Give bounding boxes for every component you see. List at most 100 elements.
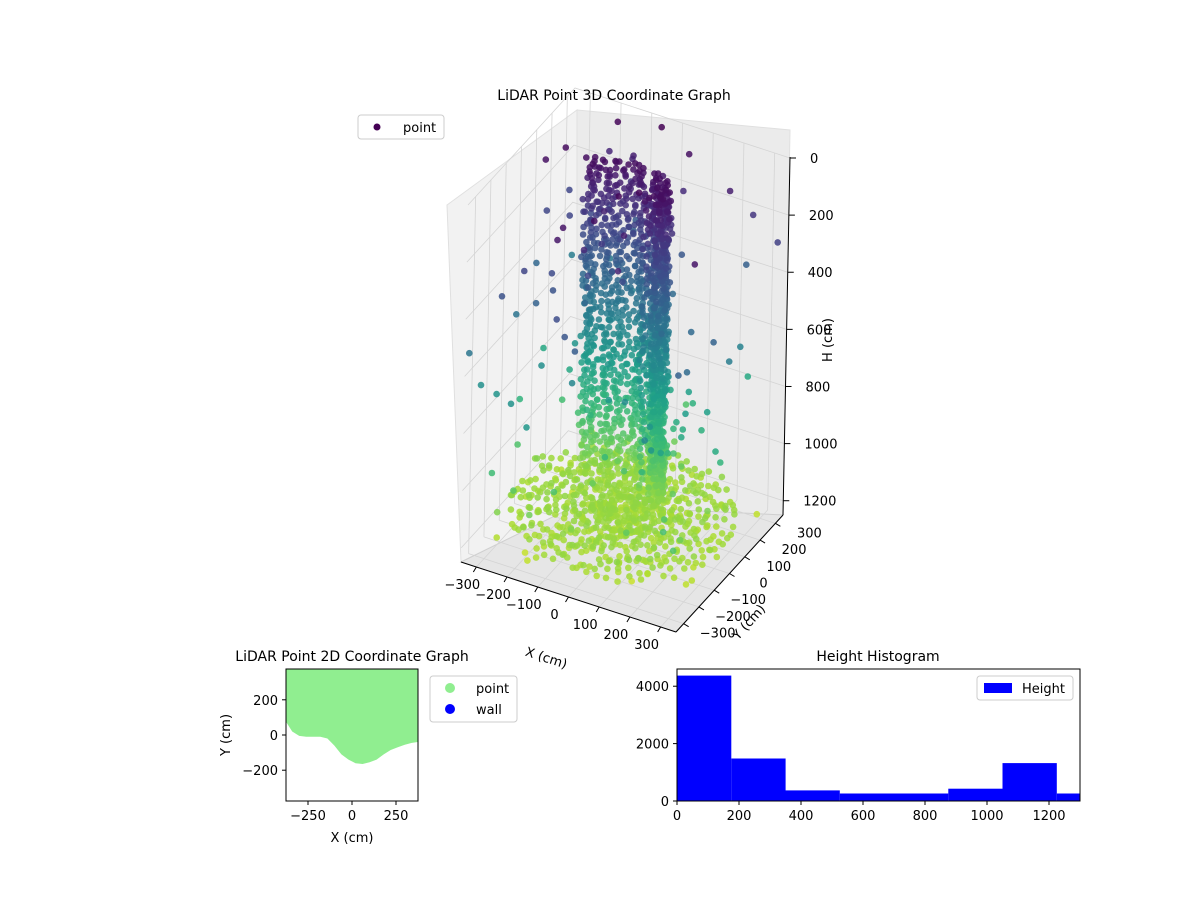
data-point-3d <box>685 150 693 158</box>
data-point-3d <box>632 544 639 552</box>
data-point-3d <box>638 217 645 224</box>
data-point-3d <box>647 269 655 277</box>
data-point-3d <box>624 216 632 223</box>
data-point-3d <box>621 398 629 406</box>
data-point-3d <box>607 371 614 379</box>
chart-title-3d: LiDAR Point 3D Coordinate Graph <box>497 88 730 104</box>
data-point-3d <box>532 554 540 561</box>
data-point-3d <box>532 475 539 483</box>
x-tick-label-3d: 100 <box>573 618 598 633</box>
data-point-3d <box>591 459 599 467</box>
data-point-3d <box>705 468 713 475</box>
data-point-3d <box>543 526 551 533</box>
data-point-3d <box>539 539 547 546</box>
data-point-3d <box>676 536 684 544</box>
data-point-3d <box>644 542 651 549</box>
data-point-3d <box>601 453 609 461</box>
data-point-3d <box>647 447 655 454</box>
data-point-3d <box>695 506 703 513</box>
data-point-3d <box>562 449 570 456</box>
data-point-3d <box>655 312 662 320</box>
data-point-3d <box>606 317 614 324</box>
data-point-3d <box>641 514 649 522</box>
data-point-3d <box>701 491 708 499</box>
data-point-3d <box>612 164 620 172</box>
data-point-3d <box>604 534 612 541</box>
data-point-3d <box>596 462 604 470</box>
data-point-3d <box>623 548 630 555</box>
plot-3d: −300−200−1000100200300−300−200−100010020… <box>357 87 837 672</box>
data-point-3d <box>614 457 621 465</box>
data-point-3d <box>622 297 629 305</box>
data-point-3d <box>643 280 651 288</box>
data-point-3d <box>664 208 671 215</box>
data-point-3d <box>588 447 595 455</box>
data-point-3d <box>612 304 619 312</box>
data-point-3d <box>583 325 591 332</box>
data-point-3d <box>657 449 664 457</box>
data-point-3d <box>659 392 667 400</box>
data-point-3d <box>685 388 693 396</box>
data-point-3d <box>693 473 700 480</box>
y-tick-label-2d: 200 <box>253 694 278 709</box>
data-point-3d <box>615 443 623 450</box>
data-point-3d <box>650 544 658 551</box>
data-point-3d <box>632 406 639 414</box>
data-point-3d <box>516 395 524 403</box>
histogram-bar <box>785 790 840 801</box>
data-point-3d <box>587 433 594 441</box>
data-point-3d <box>647 317 655 325</box>
x-tick-label-3d: −300 <box>444 578 480 593</box>
x-tick-label-3d: 0 <box>550 608 558 623</box>
data-point-3d <box>477 381 485 389</box>
data-point-3d <box>640 532 648 539</box>
ticks-3d: −300−200−1000100200300−300−200−100010020… <box>444 152 837 653</box>
data-point-3d <box>670 574 678 581</box>
data-point-3d <box>617 200 624 207</box>
data-point-3d <box>559 551 566 558</box>
data-point-3d <box>587 411 594 419</box>
gridline <box>529 129 538 487</box>
data-point-3d <box>582 397 589 405</box>
data-point-3d <box>620 328 627 335</box>
data-point-3d <box>507 506 515 513</box>
data-point-3d <box>604 298 611 305</box>
data-point-3d <box>616 248 623 256</box>
data-point-3d <box>666 279 674 286</box>
data-point-3d <box>638 468 645 476</box>
data-point-3d <box>527 477 534 484</box>
data-point-3d <box>579 282 586 289</box>
histogram-bars <box>677 675 1081 801</box>
data-point-3d <box>625 514 632 521</box>
data-point-3d <box>663 314 671 322</box>
data-point-3d <box>561 510 569 517</box>
data-point-3d <box>703 523 710 531</box>
data-point-3d <box>577 482 585 489</box>
data-point-3d <box>661 387 669 395</box>
data-point-3d <box>672 528 679 536</box>
legend-3d: point <box>357 114 445 140</box>
data-point-3d <box>660 572 667 580</box>
data-point-3d <box>635 493 643 500</box>
data-point-3d <box>595 403 603 411</box>
data-point-3d <box>666 215 673 223</box>
data-point-3d <box>571 348 579 355</box>
legend-2d: point wall <box>429 675 518 723</box>
data-point-3d <box>662 265 670 272</box>
x-tick-label-2d: 250 <box>384 809 409 824</box>
x-tick-label-3d: 200 <box>604 628 629 643</box>
data-point-3d <box>567 462 574 469</box>
data-point-3d <box>526 511 533 519</box>
data-point-3d <box>600 208 608 215</box>
histogram-bar <box>677 675 732 801</box>
data-point-3d <box>642 499 649 507</box>
data-point-3d <box>695 513 702 520</box>
data-point-3d <box>600 542 607 549</box>
data-point-3d <box>584 358 592 366</box>
data-point-3d <box>662 557 670 565</box>
data-point-3d <box>620 517 628 525</box>
data-point-3d <box>598 308 605 316</box>
data-point-3d <box>488 469 496 477</box>
data-point-3d <box>635 189 643 196</box>
data-point-3d <box>534 494 541 501</box>
